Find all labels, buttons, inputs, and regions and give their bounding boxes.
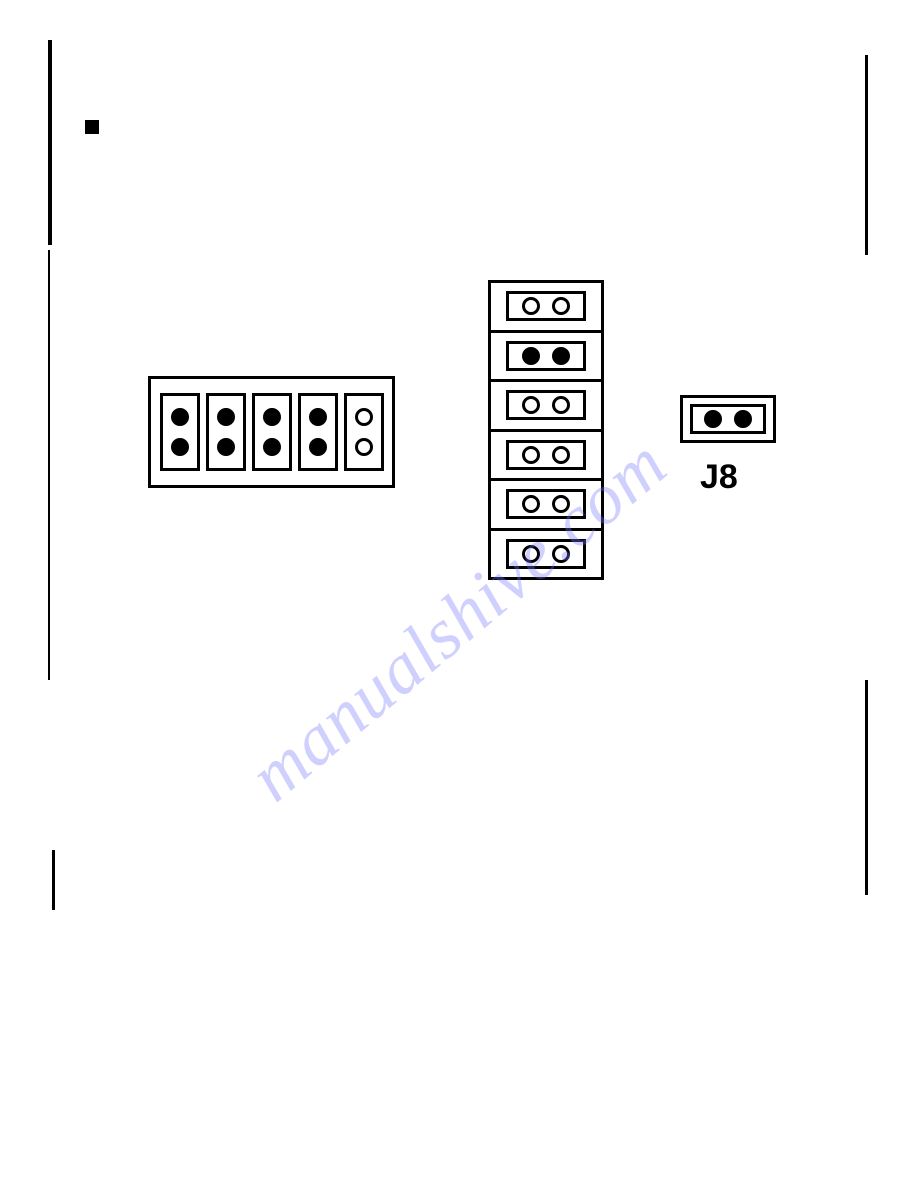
scan-line [48, 40, 52, 245]
jumper-j8 [680, 395, 776, 443]
pin-icon [355, 408, 373, 426]
pin-icon [522, 495, 540, 513]
jumper-column [298, 393, 338, 471]
jumper-row [488, 379, 604, 432]
pin-icon [522, 545, 540, 563]
jumper-pair [506, 489, 586, 519]
jumper-pair [506, 341, 586, 371]
pin-icon [522, 347, 540, 365]
jumper-pair [690, 404, 766, 434]
jumper-column [344, 393, 384, 471]
scan-line [48, 250, 50, 680]
pin-icon [552, 297, 570, 315]
pin-icon [263, 438, 281, 456]
jumper-row [488, 478, 604, 531]
jumper-pair [506, 440, 586, 470]
pin-icon [217, 408, 235, 426]
pin-icon [171, 438, 189, 456]
jumper-j8-label: J8 [700, 458, 738, 497]
jumper-pair [506, 291, 586, 321]
pin-icon [217, 438, 235, 456]
pin-icon [704, 410, 722, 428]
pin-icon [355, 438, 373, 456]
jumper-row [488, 280, 604, 333]
page: J8 manualshive.com [0, 0, 915, 1193]
jumper-block-vertical [488, 280, 604, 580]
jumper-column [252, 393, 292, 471]
jumper-pair [506, 390, 586, 420]
pin-icon [552, 396, 570, 414]
jumper-row [488, 330, 604, 383]
jumper-pair [506, 539, 586, 569]
pin-icon [552, 495, 570, 513]
scan-line [865, 55, 868, 255]
pin-icon [522, 396, 540, 414]
pin-icon [734, 410, 752, 428]
pin-icon [522, 297, 540, 315]
pin-icon [263, 408, 281, 426]
jumper-row [488, 528, 604, 581]
jumper-block-horizontal [148, 376, 395, 488]
jumper-row [488, 429, 604, 482]
scan-line [865, 680, 868, 895]
pin-icon [552, 347, 570, 365]
jumper-column [160, 393, 200, 471]
pin-icon [552, 545, 570, 563]
pin-icon [552, 446, 570, 464]
jumper-column [206, 393, 246, 471]
bullet-marker-icon [85, 120, 99, 134]
scan-line [52, 850, 55, 910]
pin-icon [171, 408, 189, 426]
pin-icon [309, 408, 327, 426]
pin-icon [309, 438, 327, 456]
pin-icon [522, 446, 540, 464]
